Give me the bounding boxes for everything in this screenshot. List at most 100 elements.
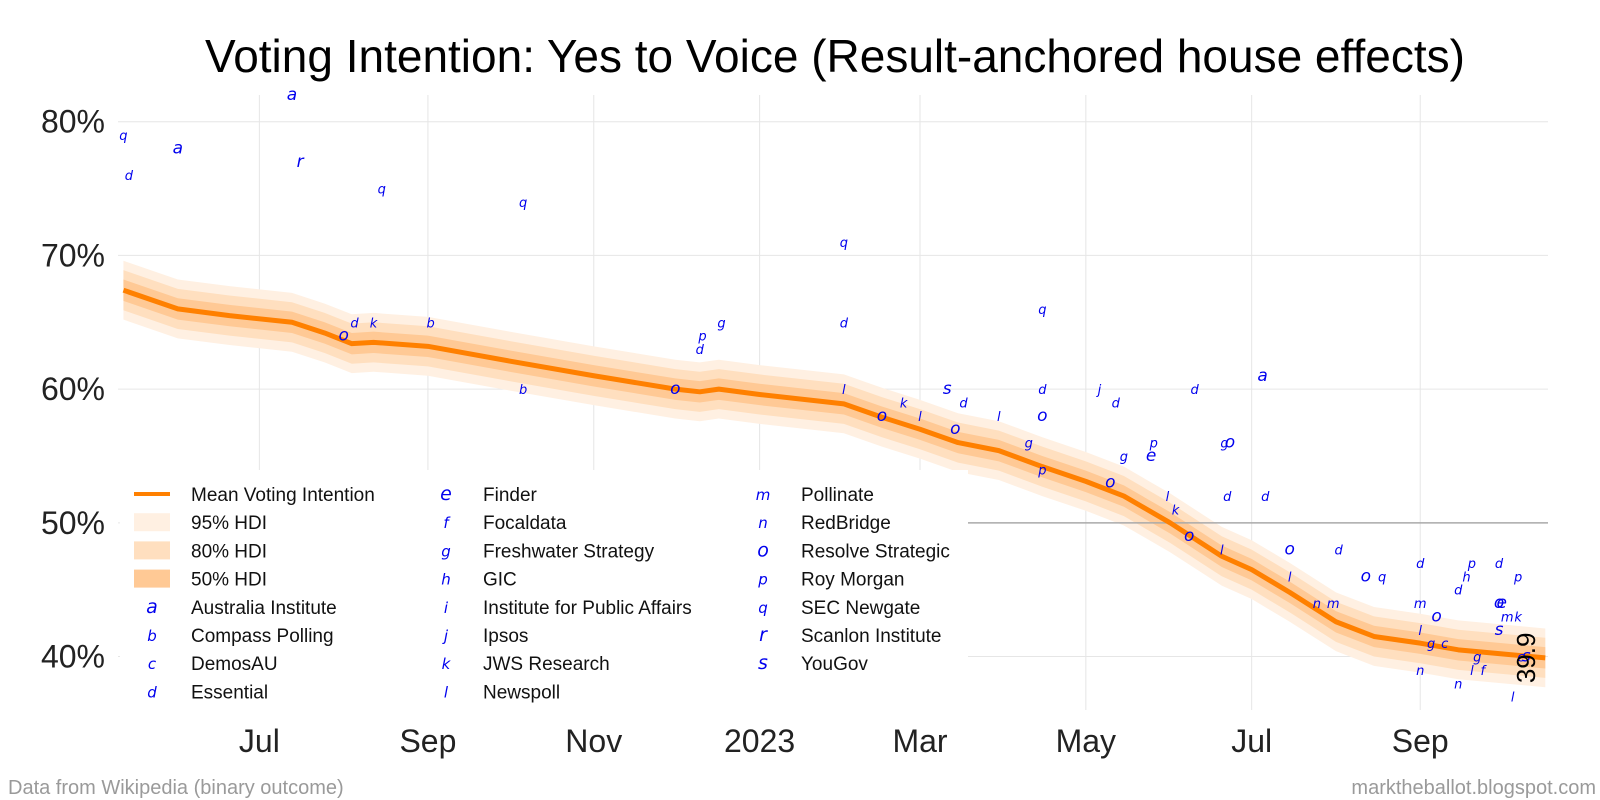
poll-point: l <box>997 410 1001 425</box>
legend-key-letter: k <box>442 655 452 673</box>
y-tick-label: 80% <box>41 104 105 140</box>
y-axis-ticks: 40% 50% 60% 70% 80% <box>41 104 105 675</box>
x-tick-label: Jul <box>239 723 280 759</box>
poll-point: q <box>119 129 127 144</box>
legend-label: 80% HDI <box>191 541 267 562</box>
end-value-label: 39.9 <box>1511 633 1541 684</box>
legend-label: Institute for Public Affairs <box>483 598 692 619</box>
y-tick-label: 60% <box>41 371 105 407</box>
poll-point: o <box>877 406 887 426</box>
legend-label: RedBridge <box>801 513 891 534</box>
poll-point: o <box>1184 526 1194 546</box>
source-caption: Data from Wikipedia (binary outcome) <box>8 777 344 799</box>
legend-key-letter: j <box>442 627 449 645</box>
poll-point: n <box>1313 597 1321 612</box>
legend-key-letter: o <box>757 539 769 561</box>
legend-key-band <box>134 569 170 588</box>
poll-point: l <box>1470 664 1474 679</box>
poll-point: m <box>1414 597 1427 612</box>
legend-key-letter: f <box>443 514 451 532</box>
poll-point: k <box>1172 503 1180 518</box>
legend-key-letter: a <box>146 596 158 618</box>
poll-point: s <box>1522 647 1531 667</box>
poll-point: l <box>842 383 846 398</box>
legend-key-letter: g <box>441 542 451 560</box>
poll-point: o <box>1037 406 1047 426</box>
legend-key-letter: h <box>441 571 451 589</box>
legend-key-letter: m <box>756 486 771 504</box>
poll-point: g <box>1220 437 1228 452</box>
legend-label: Essential <box>191 682 268 703</box>
poll-point: o <box>1361 566 1371 586</box>
poll-point: c <box>1441 637 1448 652</box>
hdi-band-2 <box>123 270 1546 678</box>
legend-key-band <box>134 513 170 532</box>
legend-key-letter: s <box>758 652 768 674</box>
poll-point: n <box>1416 664 1424 679</box>
legend-key-letter: c <box>148 655 157 673</box>
poll-point: l <box>1511 691 1515 706</box>
legend-key-letter: p <box>757 571 768 589</box>
poll-point: p <box>697 330 706 345</box>
y-tick-label: 50% <box>41 505 105 541</box>
x-tick-label: Sep <box>1392 723 1449 759</box>
legend-key-letter: r <box>759 624 768 646</box>
poll-point: d <box>1416 557 1425 572</box>
poll-point: d <box>1495 557 1504 572</box>
legend-label: Compass Polling <box>191 626 334 647</box>
mean-line <box>122 287 1546 661</box>
poll-point: g <box>1427 637 1435 652</box>
poll-point: p <box>1037 463 1046 478</box>
site-caption: marktheballot.blogspot.com <box>1351 777 1596 799</box>
poll-point: o <box>1431 606 1441 626</box>
legend-label: Freshwater Strategy <box>483 541 655 562</box>
poll-point: n <box>1454 677 1462 692</box>
legend-label: Mean Voting Intention <box>191 485 375 506</box>
poll-point: d <box>1190 383 1199 398</box>
poll-point: d <box>1454 584 1463 599</box>
poll-point: d <box>1038 383 1047 398</box>
poll-point: o <box>670 379 680 399</box>
poll-point: o <box>1225 433 1235 453</box>
legend-key-letter: e <box>440 483 452 505</box>
poll-point: q <box>1038 303 1046 318</box>
legend-label: 50% HDI <box>191 570 267 591</box>
legend-label: Finder <box>483 485 538 506</box>
legend-label: Resolve Strategic <box>801 541 950 562</box>
poll-point: e <box>1146 446 1156 466</box>
poll-point: h <box>1462 570 1470 585</box>
poll-point: g <box>1025 437 1033 452</box>
legend-key-band <box>134 541 170 560</box>
poll-point: g <box>1473 651 1481 666</box>
poll-point: k <box>900 397 908 412</box>
y-tick-label: 40% <box>41 639 105 675</box>
legend-background <box>120 470 968 710</box>
poll-point: o <box>1105 473 1115 493</box>
legend-label: Roy Morgan <box>801 570 905 591</box>
x-tick-label: Mar <box>892 723 947 759</box>
legend-label: Pollinate <box>801 485 874 506</box>
legend-label: Focaldata <box>483 513 567 534</box>
poll-point: m <box>1501 610 1514 625</box>
poll-point: o <box>1285 540 1295 560</box>
poll-point: s <box>943 379 952 399</box>
mean-line-group <box>122 287 1546 661</box>
poll-point: l <box>1166 490 1170 505</box>
legend: Mean Voting Intention 95% HDI 80% HDI 50% H… <box>120 470 968 710</box>
poll-points: qdaarqodkbqbiodpgqdloklsodlgqdopjdogeplk… <box>119 85 1531 706</box>
legend-label: JWS Research <box>483 654 610 675</box>
poll-point: b <box>519 383 527 398</box>
poll-point: o <box>1494 593 1504 613</box>
poll-point: o <box>950 419 960 439</box>
poll-point: l <box>918 410 922 425</box>
poll-point: q <box>519 196 527 211</box>
legend-key-letter: i <box>444 599 449 617</box>
poll-point: r <box>297 152 305 172</box>
poll-point: a <box>1257 366 1267 386</box>
legend-key-letter: d <box>147 683 157 701</box>
poll-point: g <box>717 316 725 331</box>
legend-label: Australia Institute <box>191 598 337 619</box>
poll-point: p <box>1513 570 1522 585</box>
poll-point: d <box>1223 490 1232 505</box>
